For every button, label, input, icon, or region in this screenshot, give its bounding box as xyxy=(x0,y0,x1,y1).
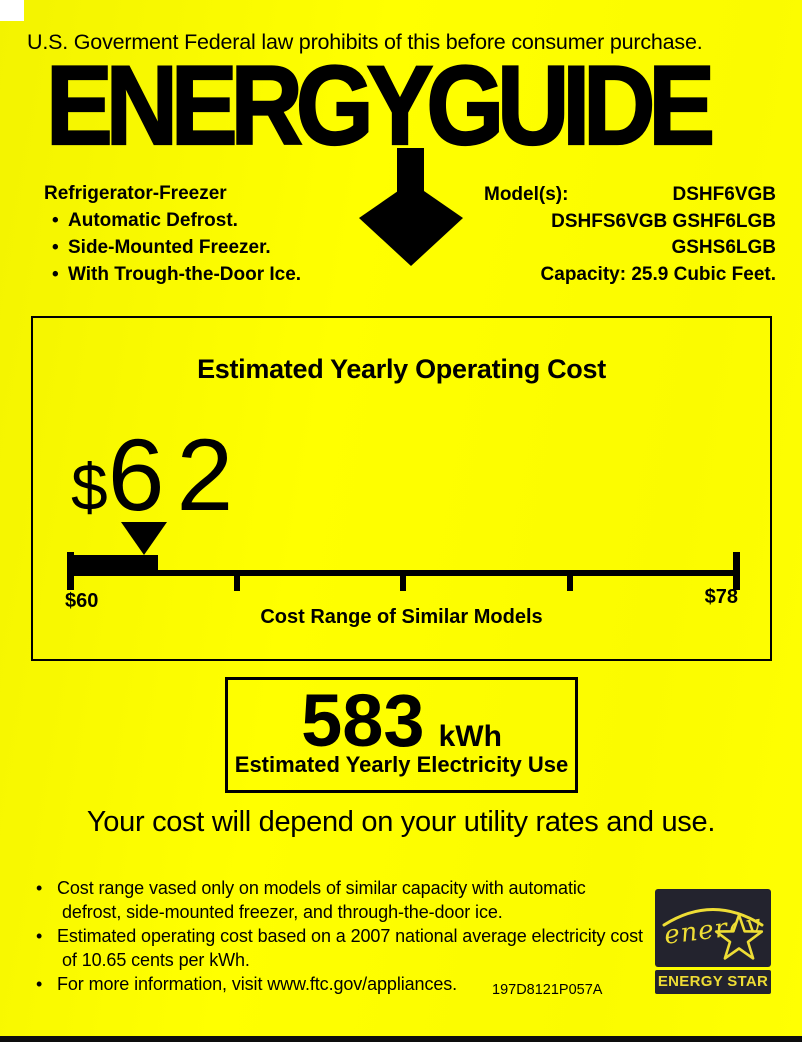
dollar-sign: $ xyxy=(71,450,108,524)
scale-caption: Cost Range of Similar Models xyxy=(260,606,543,628)
cost-box-title: Estimated Yearly Operating Cost xyxy=(197,354,606,384)
electricity-use-caption: Estimated Yearly Electricity Use xyxy=(234,752,569,777)
energy-star-bar-text: ENERGY STAR xyxy=(655,970,771,994)
feature-item: • Automatic Defrost. xyxy=(44,207,301,234)
feature-item: • Side-Mounted Freezer. xyxy=(44,234,301,261)
electricity-use-box: 583 kWh Estimated Yearly Electricity Use xyxy=(225,677,578,793)
models-label: Model(s): xyxy=(484,184,569,205)
feature-item: • With Trough-the-Door Ice. xyxy=(44,261,301,288)
scale-tick xyxy=(400,570,406,591)
model-capacity: Capacity: 25.9 Cubic Feet. xyxy=(540,263,776,285)
kwh-value: 583 xyxy=(301,679,425,762)
scale-max-label: $78 xyxy=(704,586,738,608)
footnote-line: • Cost range vased only on models of simi… xyxy=(36,876,643,900)
model-primary: DSHF6VGB xyxy=(672,184,776,205)
bullet-icon: • xyxy=(36,878,43,898)
feature-label: Automatic Defrost. xyxy=(68,210,238,231)
footnote-line: • Estimated operating cost based on a 200… xyxy=(36,924,643,948)
cost-marker-icon xyxy=(121,522,168,555)
energy-star-emblem: energy xyxy=(655,889,771,967)
product-info: Refrigerator-Freezer • Automatic Defrost.… xyxy=(44,180,301,288)
kwh-unit: kWh xyxy=(438,720,502,753)
estimated-cost-value: $62 xyxy=(71,424,245,526)
footnote-text: Cost range vased only on models of simil… xyxy=(57,878,586,898)
bullet-icon: • xyxy=(52,237,59,258)
footnote-item: • Cost range vased only on models of simi… xyxy=(36,876,643,924)
bullet-icon: • xyxy=(52,264,59,285)
footnote-item: • Estimated operating cost based on a 200… xyxy=(36,924,643,972)
scale-min-label: $60 xyxy=(65,590,99,612)
electricity-use-value-row: 583 kWh xyxy=(228,680,575,758)
bullet-icon: • xyxy=(36,974,43,994)
cost-range-bar xyxy=(70,555,159,571)
scale-end-left xyxy=(67,552,74,590)
bullet-icon: • xyxy=(52,210,59,231)
model-additional: DSHFS6VGB GSHF6LGB GSHS6LGB xyxy=(551,210,776,259)
model-info: Model(s): DSHF6VGB DSHFS6VGB GSHF6LGB GS… xyxy=(484,182,776,288)
down-arrow-icon xyxy=(359,148,463,266)
footnote-item: • For more information, visit www.ftc.gov… xyxy=(36,972,643,996)
cost-amount: 62 xyxy=(107,418,246,532)
footnote-text: Estimated operating cost based on a 2007… xyxy=(57,926,643,946)
utility-rates-note: Your cost will depend on your utility ra… xyxy=(86,806,716,838)
scale-end-right xyxy=(733,552,740,590)
model-row: Model(s): DSHF6VGB xyxy=(484,182,776,209)
energy-star-arc-and-star-icon xyxy=(662,908,764,960)
bullet-icon: • xyxy=(36,926,43,946)
energyguide-logo-text: ENERGYGUIDE xyxy=(45,43,716,169)
footnote-text: For more information, visit www.ftc.gov/… xyxy=(57,974,458,994)
feature-label: With Trough-the-Door Ice. xyxy=(68,264,302,285)
disclaimer-text: U.S. Goverment Federal law prohibits of … xyxy=(27,30,703,54)
feature-label: Side-Mounted Freezer. xyxy=(68,237,271,258)
corner-artifact xyxy=(0,0,24,21)
scale-tick xyxy=(234,570,240,591)
energy-star-logo: energy ENERGY STAR xyxy=(655,889,771,994)
bottom-border xyxy=(0,1036,802,1042)
scale-tick xyxy=(567,570,573,591)
part-number: 197D8121P057A xyxy=(492,982,603,998)
footnote-line: defrost, side-mounted freezer, and throu… xyxy=(62,902,503,922)
footnotes: • Cost range vased only on models of simi… xyxy=(36,876,643,996)
product-type: Refrigerator-Freezer xyxy=(44,183,227,204)
footnote-line: • For more information, visit www.ftc.gov… xyxy=(36,972,643,996)
operating-cost-box: Estimated Yearly Operating Cost $62 $60 … xyxy=(31,316,772,661)
footnote-line: of 10.65 cents per kWh. xyxy=(62,950,250,970)
